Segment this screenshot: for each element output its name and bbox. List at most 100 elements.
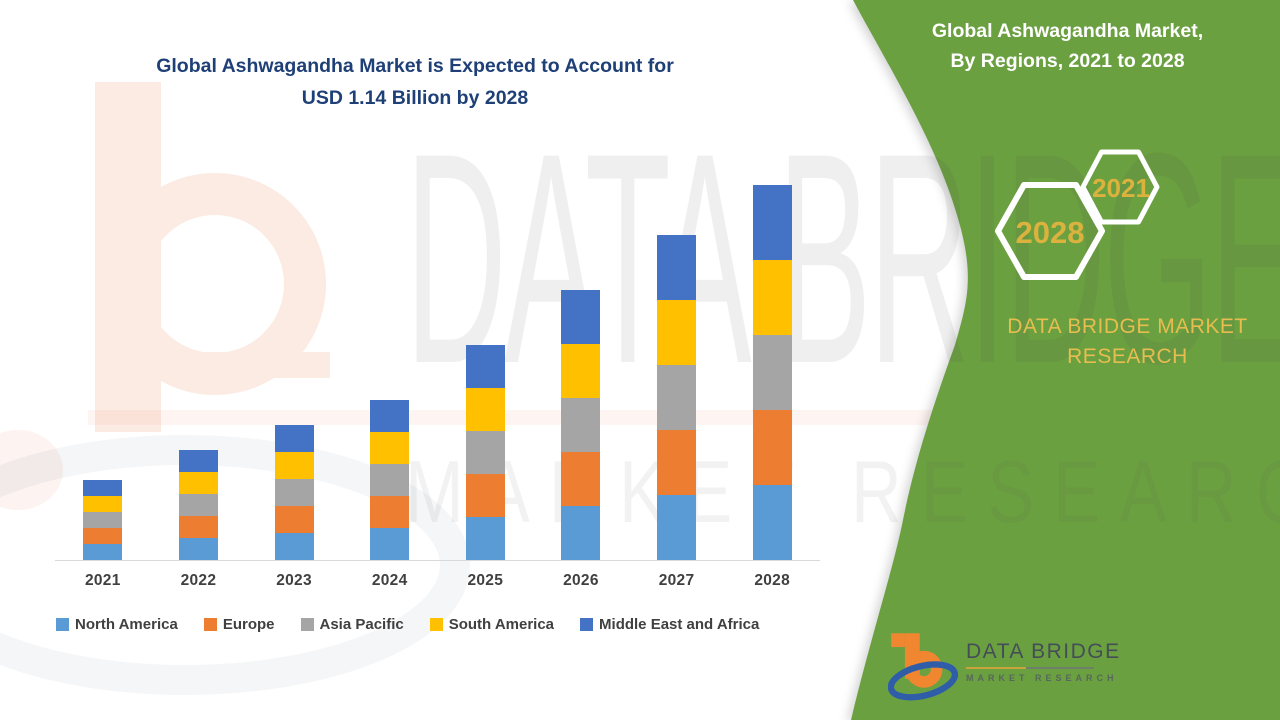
x-label-2022: 2022: [180, 572, 217, 589]
bar-segment-middle-east-and-africa-2022: [178, 450, 218, 472]
bar-segment-middle-east-and-africa-2023: [274, 425, 314, 452]
bar-segment-south-america-2028: [752, 260, 792, 335]
side-panel-title-line2: By Regions, 2021 to 2028: [950, 50, 1185, 72]
bar-segment-south-america-2025: [465, 388, 505, 431]
bar-2022: [151, 163, 247, 560]
legend-swatch-north-america: [56, 618, 69, 631]
bar-segment-asia-pacific-2025: [465, 431, 505, 474]
logo-swoosh: [888, 661, 959, 701]
bar-2025: [438, 163, 534, 560]
bar-2024: [342, 163, 438, 560]
data-bridge-logo-text: DATA BRIDGE MARKET RESEARCH: [966, 640, 1121, 683]
hexagon-2028: [995, 182, 1105, 280]
bar-segment-asia-pacific-2027: [657, 365, 697, 430]
bar-segment-middle-east-and-africa-2027: [657, 235, 697, 300]
bar-segment-north-america-2021: [83, 544, 123, 560]
legend-label: North America: [75, 616, 178, 633]
brand-gold-line1: DATA BRIDGE MARKET: [1007, 315, 1248, 338]
bar-segment-asia-pacific-2021: [83, 512, 123, 528]
bar-segment-asia-pacific-2024: [370, 464, 410, 496]
hexagon-2021-label: 2021: [1092, 173, 1150, 203]
watermark-red-blob: [0, 430, 63, 510]
bar-segment-europe-2028: [752, 410, 792, 485]
bar-segment-middle-east-and-africa-2028: [752, 185, 792, 260]
bar-segment-south-america-2021: [83, 496, 123, 512]
logo-divider: [966, 667, 1094, 669]
chart-title: Global Ashwagandha Market is Expected to…: [60, 50, 770, 114]
bar-2028: [724, 163, 820, 560]
plot-area: [55, 163, 820, 561]
bar-segment-north-america-2028: [752, 485, 792, 560]
legend-swatch-asia-pacific: [300, 618, 314, 631]
bar-segment-middle-east-and-africa-2021: [83, 480, 123, 496]
chart-title-line1: Global Ashwagandha Market is Expected to…: [156, 55, 674, 77]
bar-2027: [629, 163, 725, 560]
x-label-2021: 2021: [84, 572, 121, 589]
bar-segment-asia-pacific-2028: [752, 335, 792, 410]
brand-gold-line2: RESEARCH: [1067, 345, 1188, 368]
bar-segment-middle-east-and-africa-2026: [561, 290, 601, 344]
brand-gold-text: DATA BRIDGE MARKET RESEARCH: [985, 312, 1270, 372]
bar-segment-asia-pacific-2026: [561, 398, 601, 452]
bar-segment-asia-pacific-2022: [178, 494, 218, 516]
side-panel-title: Global Ashwagandha Market, By Regions, 2…: [895, 16, 1240, 76]
bar-segment-europe-2021: [83, 528, 123, 544]
x-label-2025: 2025: [467, 572, 504, 589]
legend-item-south-america: South America: [429, 616, 555, 633]
legend: North America Europe Asia Pacific South Ame…: [56, 616, 836, 633]
bar-segment-north-america-2027: [657, 495, 697, 560]
legend-item-europe: Europe: [203, 616, 275, 633]
bar-segment-south-america-2026: [561, 344, 601, 398]
bar-2023: [246, 163, 342, 560]
x-label-2028: 2028: [754, 572, 791, 589]
chart-title-line2: USD 1.14 Billion by 2028: [301, 87, 529, 109]
bar-segment-north-america-2022: [178, 538, 218, 560]
bar-segment-europe-2022: [178, 516, 218, 538]
legend-label: Europe: [222, 616, 275, 633]
legend-swatch-middle-east-and-africa: [580, 618, 594, 631]
bar-segment-north-america-2026: [561, 506, 601, 560]
bar-segment-south-america-2022: [178, 472, 218, 494]
bar-segment-europe-2023: [274, 506, 314, 533]
bar-segment-europe-2024: [370, 496, 410, 528]
bar-segment-middle-east-and-africa-2024: [370, 400, 410, 432]
legend-item-asia-pacific: Asia Pacific: [300, 616, 404, 633]
logo-name: DATA BRIDGE: [966, 640, 1121, 663]
bar-segment-europe-2027: [657, 430, 697, 495]
logo-b-flag: [891, 633, 905, 648]
data-bridge-logo-icon: [888, 633, 959, 701]
bar-2026: [533, 163, 629, 560]
legend-label: Middle East and Africa: [599, 616, 760, 633]
x-axis-labels: 2021 2022 2023 2024 2025 2026 2027 2028: [55, 572, 820, 590]
hexagon-2021: [1080, 149, 1160, 225]
side-panel-title-line1: Global Ashwagandha Market,: [931, 20, 1204, 42]
bar-segment-south-america-2027: [657, 300, 697, 365]
hexagon-2028-label: 2028: [1016, 215, 1085, 250]
legend-swatch-south-america: [429, 618, 443, 631]
bar-segment-south-america-2023: [274, 452, 314, 479]
bar-segment-north-america-2025: [465, 517, 505, 560]
bar-segment-europe-2026: [561, 452, 601, 506]
bar-segment-north-america-2023: [274, 533, 314, 560]
x-label-2023: 2023: [276, 572, 312, 589]
bar-segment-asia-pacific-2023: [274, 479, 314, 506]
legend-item-middle-east-and-africa: Middle East and Africa: [580, 616, 759, 633]
legend-label: Asia Pacific: [319, 616, 404, 633]
legend-label: South America: [448, 616, 555, 633]
legend-swatch-europe: [203, 618, 217, 631]
side-panel-shape: [851, 0, 1280, 720]
bar-segment-south-america-2024: [370, 432, 410, 464]
x-label-2027: 2027: [658, 572, 695, 589]
x-label-2024: 2024: [371, 572, 408, 589]
bar-segment-europe-2025: [465, 474, 505, 517]
legend-item-north-america: North America: [56, 616, 178, 633]
x-label-2026: 2026: [563, 572, 599, 589]
logo-subtext: MARKET RESEARCH: [966, 673, 1118, 683]
bar-segment-middle-east-and-africa-2025: [465, 345, 505, 388]
bar-segment-north-america-2024: [370, 528, 410, 560]
watermark-b-base: [150, 352, 330, 378]
